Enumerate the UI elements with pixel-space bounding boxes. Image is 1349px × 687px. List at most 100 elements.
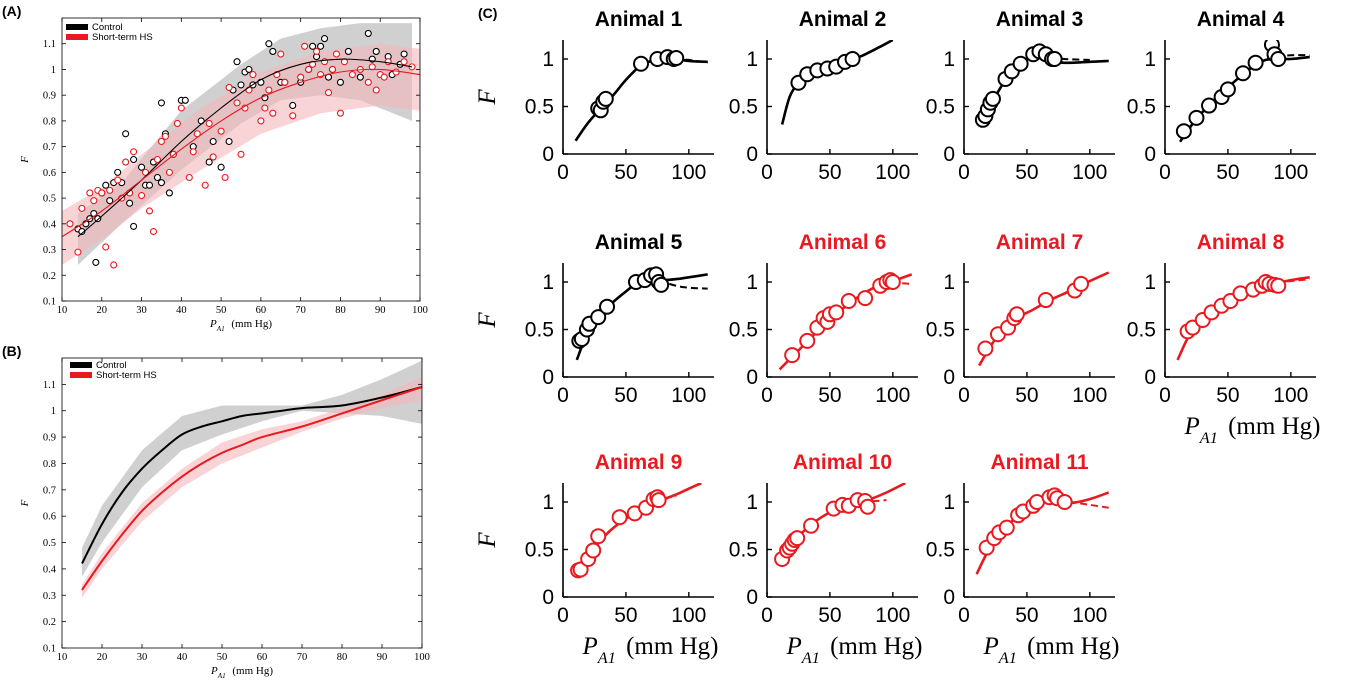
subplot-animal-8: 0 50 10000.51Animal 8PA1 (mm Hg) — [1127, 231, 1321, 447]
legend-swatch-control — [66, 24, 88, 30]
animal-data-point — [800, 334, 814, 348]
data-point-hs — [150, 229, 156, 235]
subplot-data — [977, 488, 1109, 574]
data-point-hs — [178, 105, 184, 111]
data-point-hs — [115, 177, 121, 183]
data-point-hs — [107, 187, 113, 193]
data-point-hs — [326, 90, 332, 96]
x-tick-label: 100 — [1072, 161, 1107, 184]
data-point-hs — [123, 159, 129, 165]
x-tick-label: 100 — [671, 384, 706, 407]
subplot-data — [1178, 275, 1310, 360]
x-tick-label: 50 — [1015, 384, 1038, 407]
y-tick-label: 1 — [542, 271, 554, 294]
legend-label-hs: Short-term HS — [92, 32, 153, 43]
data-point-control — [206, 159, 212, 165]
data-point-control — [290, 102, 296, 108]
panel-label-b: (B) — [2, 343, 21, 359]
y-tick-label: 0.5 — [1127, 96, 1156, 119]
x-tick-label: 100 — [671, 161, 706, 184]
y-tick-label: 0.5 — [926, 319, 955, 342]
x-tick-label: 10 — [57, 652, 68, 663]
y-tick-label: 0.5 — [525, 96, 554, 119]
legend-swatch-hs — [66, 34, 88, 40]
legend-swatch-hs — [70, 372, 92, 378]
subplot-animal-9: 0 50 10000.51Animal 9FPA1 (mm Hg) — [474, 451, 718, 667]
x-axis-label-subscript: A1 — [1199, 429, 1218, 447]
x-tick-label: 0 — [761, 161, 773, 184]
x-tick-label: 100 — [1072, 604, 1107, 627]
x-tick-label: 100 — [875, 384, 910, 407]
x-tick-label: 60 — [256, 305, 267, 316]
animal-data-point — [804, 519, 818, 533]
data-point-hs — [329, 66, 335, 72]
x-tick-label: 20 — [97, 652, 108, 663]
data-point-hs — [306, 66, 312, 72]
y-axis-label: F — [19, 499, 31, 507]
x-tick-label: 30 — [137, 652, 148, 663]
x-axis-label-symbol: P — [1184, 413, 1200, 440]
subplot-title: Animal 9 — [595, 451, 683, 474]
y-tick-label: 1 — [943, 491, 955, 514]
data-point-hs — [302, 43, 308, 49]
animal-data-point — [842, 294, 856, 308]
animal-data-point — [846, 52, 860, 66]
animal-data-point — [829, 305, 843, 319]
subplot-data — [576, 50, 708, 141]
x-tick-label: 50 — [1216, 161, 1239, 184]
x-axis-label-units: (mm Hg) — [230, 665, 274, 677]
animal-data-point — [986, 92, 1000, 106]
data-point-hs — [186, 175, 192, 181]
data-point-hs — [158, 138, 164, 144]
data-point-control — [139, 164, 145, 170]
x-axis-label-subscript: A1 — [217, 672, 226, 680]
y-tick-label: 1 — [746, 48, 758, 71]
model-fit-solid — [578, 483, 701, 573]
x-tick-label: 0 — [1159, 161, 1171, 184]
x-axis-label-units: (mm Hg) — [1021, 633, 1120, 660]
y-tick-label: 0 — [746, 143, 758, 166]
panel-b-chart: 10 20 30 40 50 60 70 80 90 1000.10.20.30.40.50.60… — [19, 358, 430, 680]
data-point-control — [158, 100, 164, 106]
subplot-data — [782, 40, 893, 125]
x-tick-label: 20 — [97, 305, 108, 316]
y-tick-label: 0.8 — [43, 116, 56, 127]
data-point-control — [373, 48, 379, 54]
y-tick-label: 0.1 — [43, 297, 56, 308]
y-tick-label: 0 — [746, 586, 758, 609]
data-point-hs — [246, 87, 252, 93]
y-tick-label: 0 — [542, 143, 554, 166]
x-tick-label: 100 — [414, 652, 430, 663]
animal-data-point — [1010, 307, 1024, 321]
panel-label-a: (A) — [2, 3, 21, 19]
data-point-control — [401, 51, 407, 57]
data-point-hs — [381, 74, 387, 80]
data-point-hs — [206, 120, 212, 126]
animal-data-point — [1236, 66, 1250, 80]
data-point-control — [210, 138, 216, 144]
animal-data-point — [1048, 52, 1062, 66]
animal-data-point — [599, 92, 613, 106]
data-point-hs — [250, 72, 256, 78]
x-axis-label-subscript: A1 — [801, 649, 820, 667]
subplot-title: Animal 3 — [996, 8, 1084, 31]
y-tick-label: 0 — [943, 586, 955, 609]
x-tick-label: 50 — [217, 652, 228, 663]
y-tick-label: 1.1 — [43, 39, 56, 50]
y-tick-label: 0.7 — [43, 142, 56, 153]
model-fit-solid — [979, 273, 1109, 366]
animal-data-point — [1249, 56, 1263, 70]
data-point-hs — [401, 59, 407, 65]
subplot-title: Animal 8 — [1197, 231, 1285, 254]
data-point-control — [266, 41, 272, 47]
animal-data-point — [652, 493, 666, 507]
x-axis-label-units: (mm Hg) — [229, 318, 273, 330]
x-axis-label: PA1 (mm Hg) — [786, 633, 923, 667]
x-tick-label: 100 — [875, 161, 910, 184]
subplot-animal-3: 0 50 100 0 0.5 1 Animal 3 — [926, 8, 1115, 184]
animal-data-point — [1271, 279, 1285, 293]
x-tick-label: 10 — [57, 305, 68, 316]
animal-data-point — [978, 342, 992, 356]
data-point-hs — [139, 193, 145, 199]
